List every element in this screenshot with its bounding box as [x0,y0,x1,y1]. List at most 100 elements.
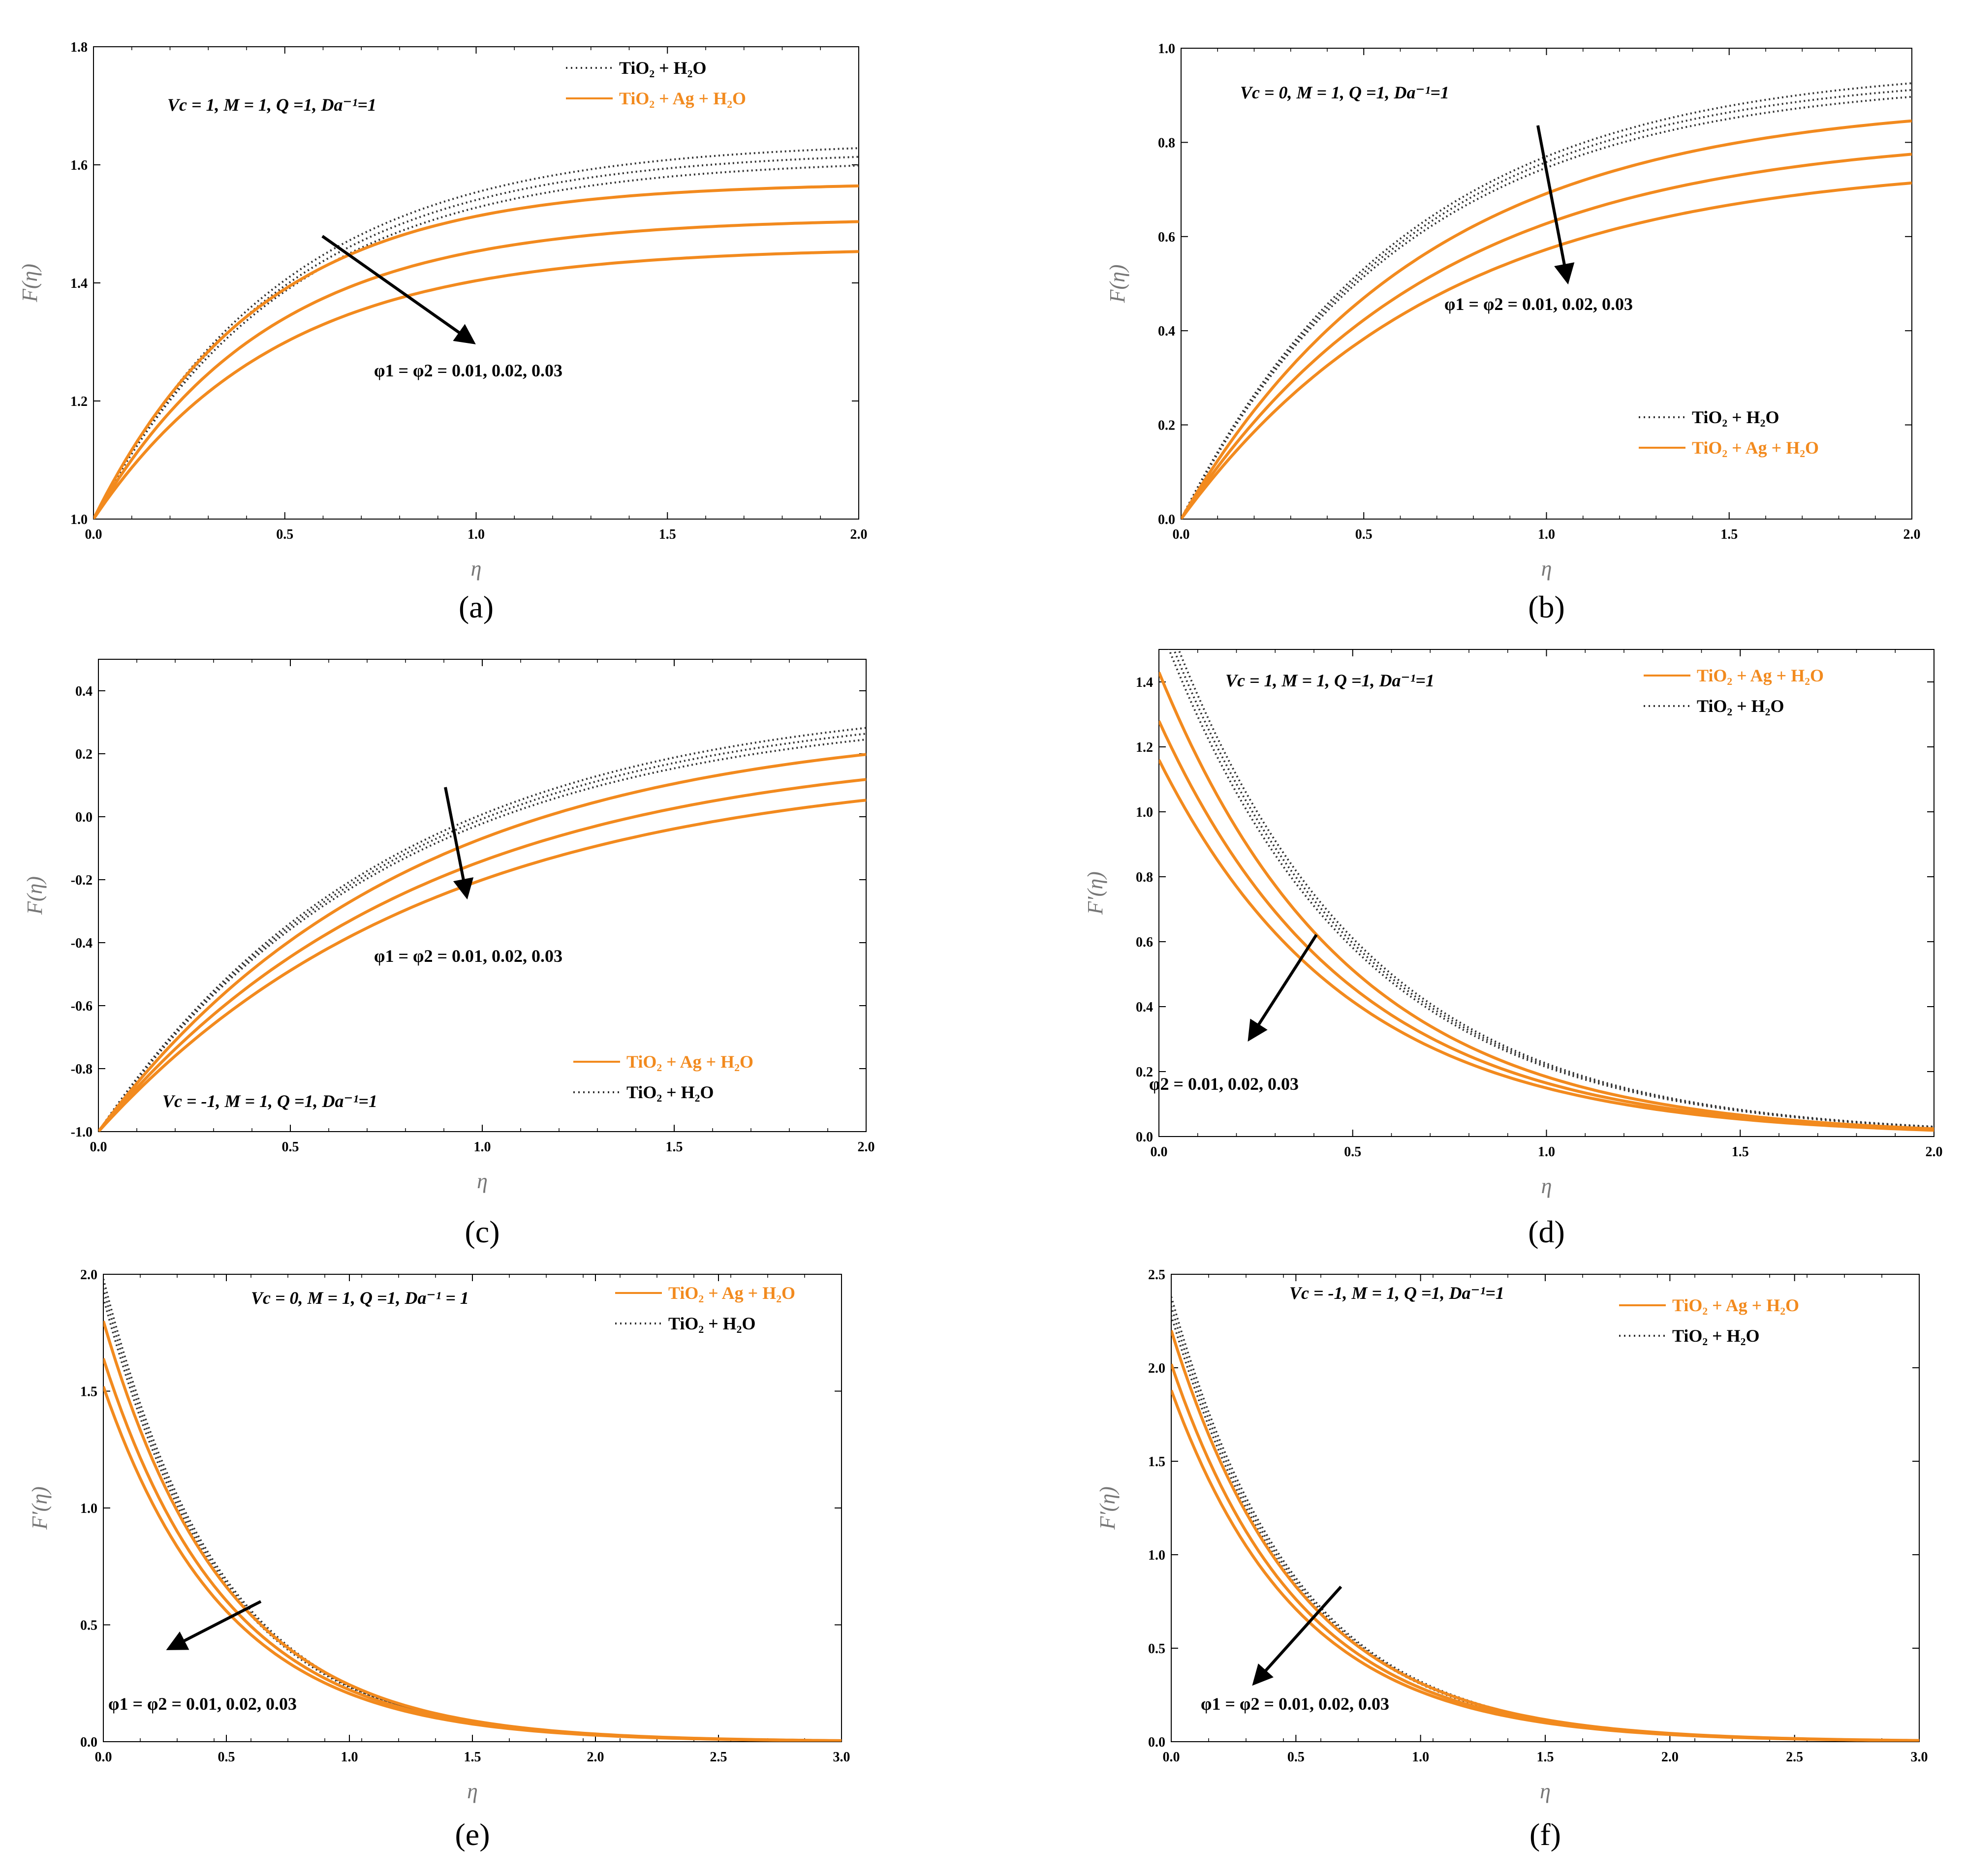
chart-panel-d: 0.0 0.5 1.0 1.5 2.0 0.0 0.2 0.4 0.6 0.8 1.0 1.2 1.4 η… [1083,649,1943,1249]
trend-arrow [321,235,476,344]
x-tick-label: 0.5 [1287,1750,1305,1765]
x-tick-label: 2.0 [1903,527,1921,542]
plot-frame [1171,1274,1920,1742]
x-tick-label: 1.0 [1538,1144,1555,1160]
x-tick-label: 1.0 [468,527,485,542]
series-line-2 [1171,1315,1919,1742]
x-tick-label: 1.0 [341,1750,358,1765]
series-line-0 [98,727,866,1132]
y-axis-label: F(η) [18,264,42,303]
panel-label: (e) [455,1817,490,1852]
arrow-label: φ1 = φ2 = 0.01, 0.02, 0.03 [374,946,562,966]
y-tick-label: -0.4 [71,936,93,951]
x-tick-label: 2.0 [1661,1750,1679,1765]
parameter-annotation: Vc = 1, M = 1, Q =1, Da⁻¹=1 [1225,671,1435,690]
parameter-annotation: Vc = 1, M = 1, Q =1, Da⁻¹=1 [167,95,376,115]
panel-label: (f) [1529,1817,1561,1852]
series-line-4 [1171,1363,1919,1742]
legend-label: TiO₂ + Ag + H₂O [668,1283,795,1303]
x-tick-label: 1.0 [1538,527,1555,542]
y-axis-label: F′(η) [28,1486,52,1530]
x-tick-label: 2.5 [1786,1750,1803,1765]
chart-panel-e: 0.0 0.5 1.0 1.5 2.0 2.5 3.0 0.0 0.5 1.0 1.5 2.0 η F′(… [28,1267,850,1852]
series-line-3 [1159,672,1934,1131]
legend-label: TiO₂ + H₂O [1697,696,1784,716]
series-line-4 [98,778,866,1132]
y-tick-label: 1.0 [80,1501,97,1516]
y-tick-label: 1.2 [70,394,88,409]
y-tick-label: 0.5 [1148,1641,1165,1657]
x-tick-label: 0.5 [276,527,293,542]
legend-label: TiO₂ + H₂O [626,1082,714,1102]
series-line-1 [1171,1306,1919,1742]
y-tick-label: 1.8 [70,40,88,55]
y-tick-label: 1.0 [1148,1548,1165,1563]
y-tick-label: 1.4 [1136,675,1153,690]
x-tick-label: 0.0 [1173,527,1190,542]
series-line-3 [103,1321,842,1742]
x-axis-label: η [467,1779,478,1803]
y-tick-label: 2.5 [1148,1267,1165,1283]
trend-arrow [166,1600,262,1650]
series-line-5 [1181,181,1912,519]
parameter-annotation: Vc = 0, M = 1, Q =1, Da⁻¹ = 1 [251,1288,469,1308]
panel-label: (c) [465,1214,499,1249]
series-line-4 [103,1358,842,1742]
x-tick-label: 0.0 [90,1139,107,1155]
x-axis-label: η [1540,1779,1551,1803]
y-tick-label: -1.0 [71,1125,93,1140]
y-tick-label: -0.6 [71,999,93,1014]
legend-label: TiO₂ + Ag + H₂O [1697,666,1824,685]
series-line-2 [94,164,859,519]
series-line-0 [1181,82,1912,519]
series-line-3 [1181,119,1912,519]
x-tick-label: 2.5 [710,1750,727,1765]
y-tick-label: 1.0 [1136,805,1153,820]
x-tick-label: 1.5 [659,527,676,542]
series-line-5 [1159,759,1934,1132]
x-axis-label: η [477,1169,488,1193]
series-line-0 [103,1278,842,1742]
legend-label: TiO₂ + Ag + H₂O [626,1052,753,1072]
x-tick-label: 0.5 [282,1139,299,1155]
series-line-0 [1171,1296,1919,1742]
x-tick-label: 0.5 [1355,527,1372,542]
parameter-annotation: Vc = 0, M = 1, Q =1, Da⁻¹=1 [1240,83,1449,102]
series-line-3 [94,184,859,519]
y-tick-label: 1.5 [80,1384,97,1400]
arrow-label: φ1 = φ2 = 0.01, 0.02, 0.03 [1201,1694,1389,1714]
x-axis-label: η [471,556,482,581]
series-line-0 [1177,649,1934,1128]
x-tick-label: 1.5 [1537,1750,1554,1765]
x-tick-label: 2.0 [1926,1144,1943,1160]
series-line-4 [94,220,859,519]
x-tick-label: 2.0 [587,1750,604,1765]
panel-label: (d) [1528,1214,1565,1249]
series-line-3 [98,753,866,1132]
y-tick-label: 1.0 [70,512,88,527]
legend-label: TiO₂ + Ag + H₂O [1692,438,1819,458]
y-tick-label: 0.4 [75,684,93,699]
y-tick-label: 0.8 [1158,135,1175,151]
series-line-1 [1181,89,1912,519]
x-tick-label: 1.0 [1412,1750,1429,1765]
x-axis-label: η [1541,1174,1552,1198]
x-tick-label: 3.0 [833,1750,850,1765]
y-tick-label: 0.0 [80,1735,97,1750]
x-tick-label: 1.5 [464,1750,481,1765]
y-tick-label: 0.2 [75,747,93,762]
panel-label: (a) [459,589,494,624]
parameter-annotation: Vc = -1, M = 1, Q =1, Da⁻¹=1 [162,1091,377,1111]
x-tick-label: 0.0 [1163,1750,1180,1765]
y-tick-label: 1.5 [1148,1454,1165,1470]
series-line-0 [94,147,859,519]
plot-frame [103,1274,842,1742]
y-tick-label: 0.0 [75,810,93,825]
y-axis-label: F′(η) [1083,871,1107,915]
series-line-1 [103,1288,842,1742]
trend-arrow [1248,934,1318,1042]
y-tick-label: -0.8 [71,1062,93,1077]
legend-label: TiO₂ + Ag + H₂O [1672,1295,1799,1315]
legend-label: TiO₂ + H₂O [1672,1326,1759,1346]
x-tick-label: 2.0 [850,527,868,542]
